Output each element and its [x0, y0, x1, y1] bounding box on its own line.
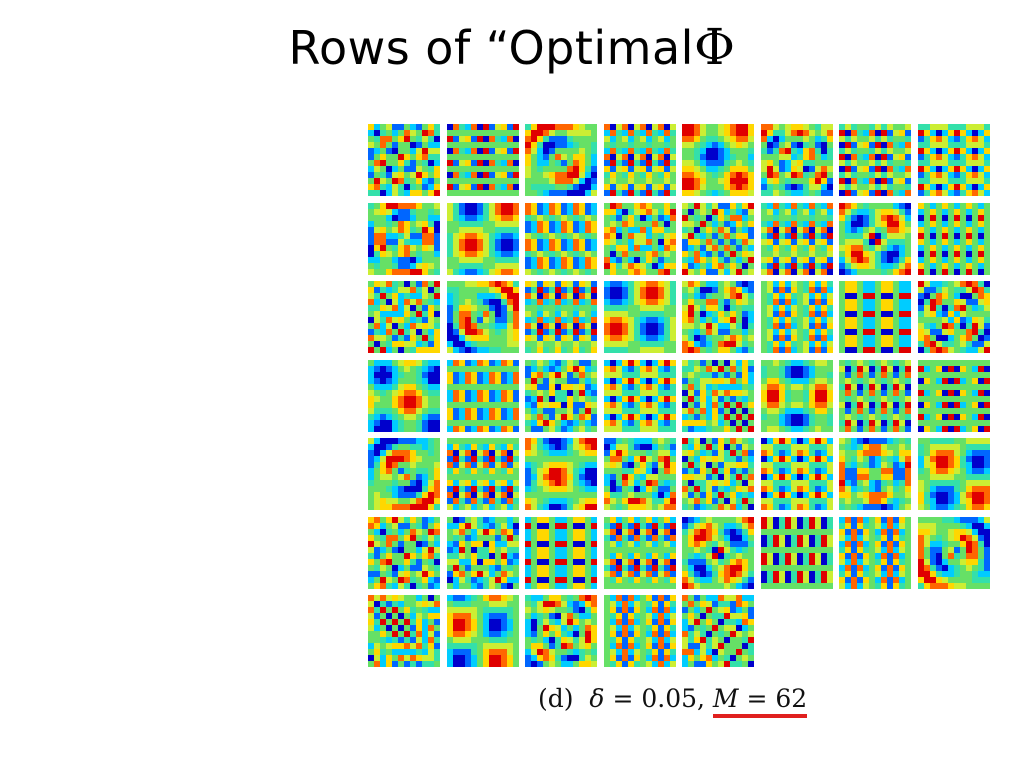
- basis-tile: [368, 359, 440, 432]
- basis-tile: [525, 281, 597, 353]
- basis-tile: [760, 281, 833, 353]
- basis-tile: [603, 124, 676, 196]
- basis-tile: [525, 438, 597, 510]
- basis-tile: [368, 124, 440, 196]
- caption-delta-symbol: δ: [589, 684, 605, 713]
- basis-tile: [760, 202, 833, 275]
- basis-tile-grid: [368, 124, 990, 668]
- basis-tile: [446, 438, 519, 510]
- basis-tile: [525, 595, 597, 667]
- caption-delta-value: 0.05,: [641, 684, 705, 713]
- basis-tile: [525, 202, 597, 275]
- basis-tile: [682, 438, 754, 510]
- basis-tile: [760, 124, 833, 196]
- basis-tile: [760, 516, 833, 589]
- basis-tile: [839, 438, 911, 510]
- basis-tile: [525, 359, 597, 432]
- basis-tile: [603, 281, 676, 353]
- basis-tile: [682, 124, 754, 196]
- basis-tile: [446, 124, 519, 196]
- basis-tile: [682, 281, 754, 353]
- caption-equals-1: =: [612, 684, 634, 713]
- basis-tile: [682, 595, 754, 667]
- basis-tile: [446, 595, 519, 667]
- basis-tile: [682, 516, 754, 589]
- basis-tile: [603, 202, 676, 275]
- basis-tile: [603, 438, 676, 510]
- caption-equals-2: =: [746, 684, 768, 713]
- title-phi-symbol: Φ: [693, 18, 736, 76]
- caption-m-underlined: M = 62: [712, 684, 808, 718]
- basis-tile: [917, 438, 990, 510]
- basis-tile: [917, 202, 990, 275]
- basis-tile: [760, 359, 833, 432]
- caption-m-value: 62: [775, 684, 808, 713]
- basis-tile: [446, 359, 519, 432]
- caption-label: (d): [538, 684, 574, 713]
- basis-tile: [446, 516, 519, 589]
- basis-tile: [603, 359, 676, 432]
- basis-tile: [446, 281, 519, 353]
- caption-m-symbol: M: [712, 684, 739, 713]
- basis-tile: [839, 124, 911, 196]
- basis-tile: [839, 359, 911, 432]
- basis-tile: [917, 124, 990, 196]
- basis-tile: [368, 516, 440, 589]
- basis-tile: [682, 202, 754, 275]
- basis-tile: [917, 516, 990, 589]
- figure-caption: (d) δ = 0.05, M = 62: [538, 684, 808, 718]
- basis-tile: [368, 281, 440, 353]
- basis-tile: [603, 595, 676, 667]
- basis-tile: [839, 202, 911, 275]
- basis-tile: [760, 438, 833, 510]
- basis-tile: [682, 359, 754, 432]
- basis-tile: [917, 359, 990, 432]
- basis-tile: [525, 124, 597, 196]
- slide-title: Rows of “OptimalΦ: [0, 18, 1024, 76]
- basis-tile: [368, 595, 440, 667]
- basis-tile: [368, 202, 440, 275]
- title-prefix: Rows of “Optimal: [288, 21, 694, 75]
- basis-tile: [839, 516, 911, 589]
- basis-tile: [603, 516, 676, 589]
- basis-tile: [368, 438, 440, 510]
- basis-tile: [446, 202, 519, 275]
- basis-tile: [839, 281, 911, 353]
- basis-tile: [525, 516, 597, 589]
- basis-tile: [917, 281, 990, 353]
